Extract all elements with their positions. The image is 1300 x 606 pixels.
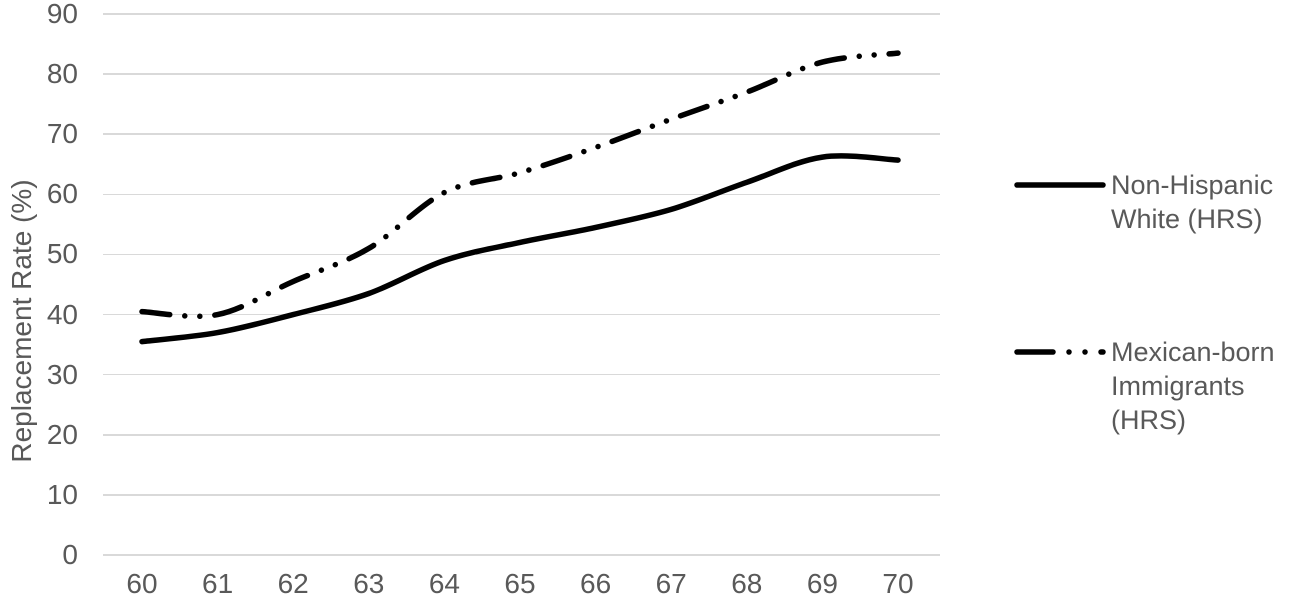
dash-dot-dot-line-swatch-icon [1014,349,1106,355]
gridline-y-0 [103,554,940,556]
legend-item-1: Mexican-born Immigrants (HRS) [1014,335,1291,437]
gridline-y-80 [103,73,940,75]
y-tick-label-10: 10 [46,478,78,510]
gridline-y-10 [103,494,940,496]
x-tick-label-67: 67 [655,568,687,599]
legend-label-1: Mexican-born Immigrants (HRS) [1111,337,1275,435]
gridline-y-70 [103,133,940,135]
y-tick-label-0: 0 [62,539,78,570]
gridline-y-90 [103,13,940,15]
gridline-y-30 [103,373,940,376]
x-tick-label-66: 66 [580,568,612,599]
y-tick-label-80: 80 [46,58,78,90]
x-tick-label-69: 69 [806,568,838,599]
legend-item-0: Non-Hispanic White (HRS) [1014,168,1291,236]
x-tick-label-61: 61 [202,568,234,599]
y-tick-label-30: 30 [46,358,78,390]
y-tick-label-20: 20 [46,418,78,450]
y-tick-label-40: 40 [46,298,78,330]
plot-area [139,50,901,345]
series-line-0-non-hispanic-white-hrs [139,153,901,345]
x-tick-label-62: 62 [277,568,309,599]
gridline-y-20 [103,434,940,436]
x-tick-label-64: 64 [428,568,460,599]
y-tick-label-60: 60 [46,178,78,210]
x-tick-label-60: 60 [126,568,158,599]
series-line-1-mexican-born-immigrants-hrs [139,50,901,320]
y-tick-label-50: 50 [46,238,78,270]
y-tick-label-90: 90 [46,0,78,29]
x-tick-label-63: 63 [353,568,385,599]
gridline-y-50 [103,253,940,256]
gridline-y-60 [103,193,940,196]
solid-line-swatch-icon [1014,182,1106,188]
x-tick-label-68: 68 [731,568,763,599]
x-tick-label-65: 65 [504,568,536,599]
x-tick-label-70: 70 [882,568,914,599]
y-tick-label-70: 70 [46,118,78,150]
gridline-y-40 [103,313,940,316]
legend-label-0: Non-Hispanic White (HRS) [1111,170,1274,234]
